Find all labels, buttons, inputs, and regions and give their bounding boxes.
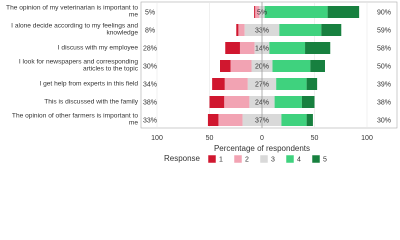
bar-segment — [224, 96, 250, 108]
bar-segment — [310, 60, 325, 72]
bar-segment — [224, 78, 248, 90]
left-total: 5% — [145, 9, 155, 16]
legend-swatch — [311, 154, 321, 164]
left-total: 30% — [143, 63, 157, 70]
category-label: This is discussed with the family — [44, 98, 138, 106]
bar-segment — [264, 6, 328, 18]
bar-segment — [269, 42, 306, 54]
legend-swatch — [233, 154, 243, 164]
panel — [140, 1, 398, 129]
bar-segment — [254, 6, 256, 18]
right-total: 90% — [377, 9, 391, 16]
left-total: 28% — [143, 45, 157, 52]
bar-segment — [225, 42, 240, 54]
left-total: 33% — [143, 117, 157, 124]
x-tick-label: 50 — [206, 135, 214, 142]
x-tick-label: 50 — [311, 135, 319, 142]
legend-swatch — [259, 154, 269, 164]
bar-segment — [327, 6, 360, 18]
bar-segment — [209, 96, 225, 108]
bar-segment — [305, 42, 331, 54]
bar-segment — [236, 24, 239, 36]
legend-label: 2 — [245, 156, 249, 163]
x-tick-label: 0 — [260, 135, 264, 142]
bar-segment — [306, 78, 318, 90]
legend-swatch — [207, 154, 217, 164]
category-label: I get help from experts in this field — [39, 80, 138, 88]
right-total: 30% — [377, 117, 391, 124]
category-label: I look for newspapers and corresponding … — [18, 58, 138, 73]
right-total: 50% — [377, 63, 391, 70]
x-axis-title: Percentage of respondents — [214, 144, 310, 153]
bar-segment — [274, 96, 302, 108]
legend-label: 5 — [323, 156, 327, 163]
category-label: I alone decide according to my feelings … — [11, 22, 138, 37]
bar-segment — [218, 114, 243, 126]
chart: Percentage of respondents Response 100 50… — [6, 1, 398, 164]
category-label: I discuss with my employee — [57, 44, 138, 52]
x-tick-label: 100 — [361, 135, 373, 142]
x-tick-label: 100 — [151, 135, 163, 142]
bar-segment — [255, 6, 260, 18]
right-total: 38% — [377, 99, 391, 106]
bar-segment — [276, 78, 307, 90]
legend-title: Response — [164, 154, 201, 163]
bar-segment — [279, 24, 322, 36]
left-total: 34% — [143, 81, 157, 88]
legend-swatch — [285, 154, 295, 164]
bar-segment — [239, 42, 255, 54]
bar-segment — [272, 60, 311, 72]
category-label: The opinion of other farmers is importan… — [11, 112, 138, 127]
bar-segment — [238, 24, 245, 36]
legend-label: 1 — [219, 156, 223, 163]
legend-label: 3 — [271, 156, 275, 163]
right-total: 39% — [377, 81, 391, 88]
bar-segment — [220, 60, 231, 72]
bar-segment — [230, 60, 252, 72]
right-total: 58% — [377, 45, 391, 52]
bar-segment — [212, 78, 225, 90]
bar-segment — [207, 114, 219, 126]
plot: Percentage of respondents Response 100 50… — [140, 1, 398, 164]
bar-segment — [306, 114, 313, 126]
bar-segment — [321, 24, 342, 36]
category-label: The opinion of my veterinarian is import… — [6, 4, 138, 19]
left-total: 8% — [145, 27, 155, 34]
legend-label: 4 — [297, 156, 301, 163]
left-total: 38% — [143, 99, 157, 106]
right-total: 59% — [377, 27, 391, 34]
bar-segment — [281, 114, 307, 126]
bar-segment — [301, 96, 315, 108]
